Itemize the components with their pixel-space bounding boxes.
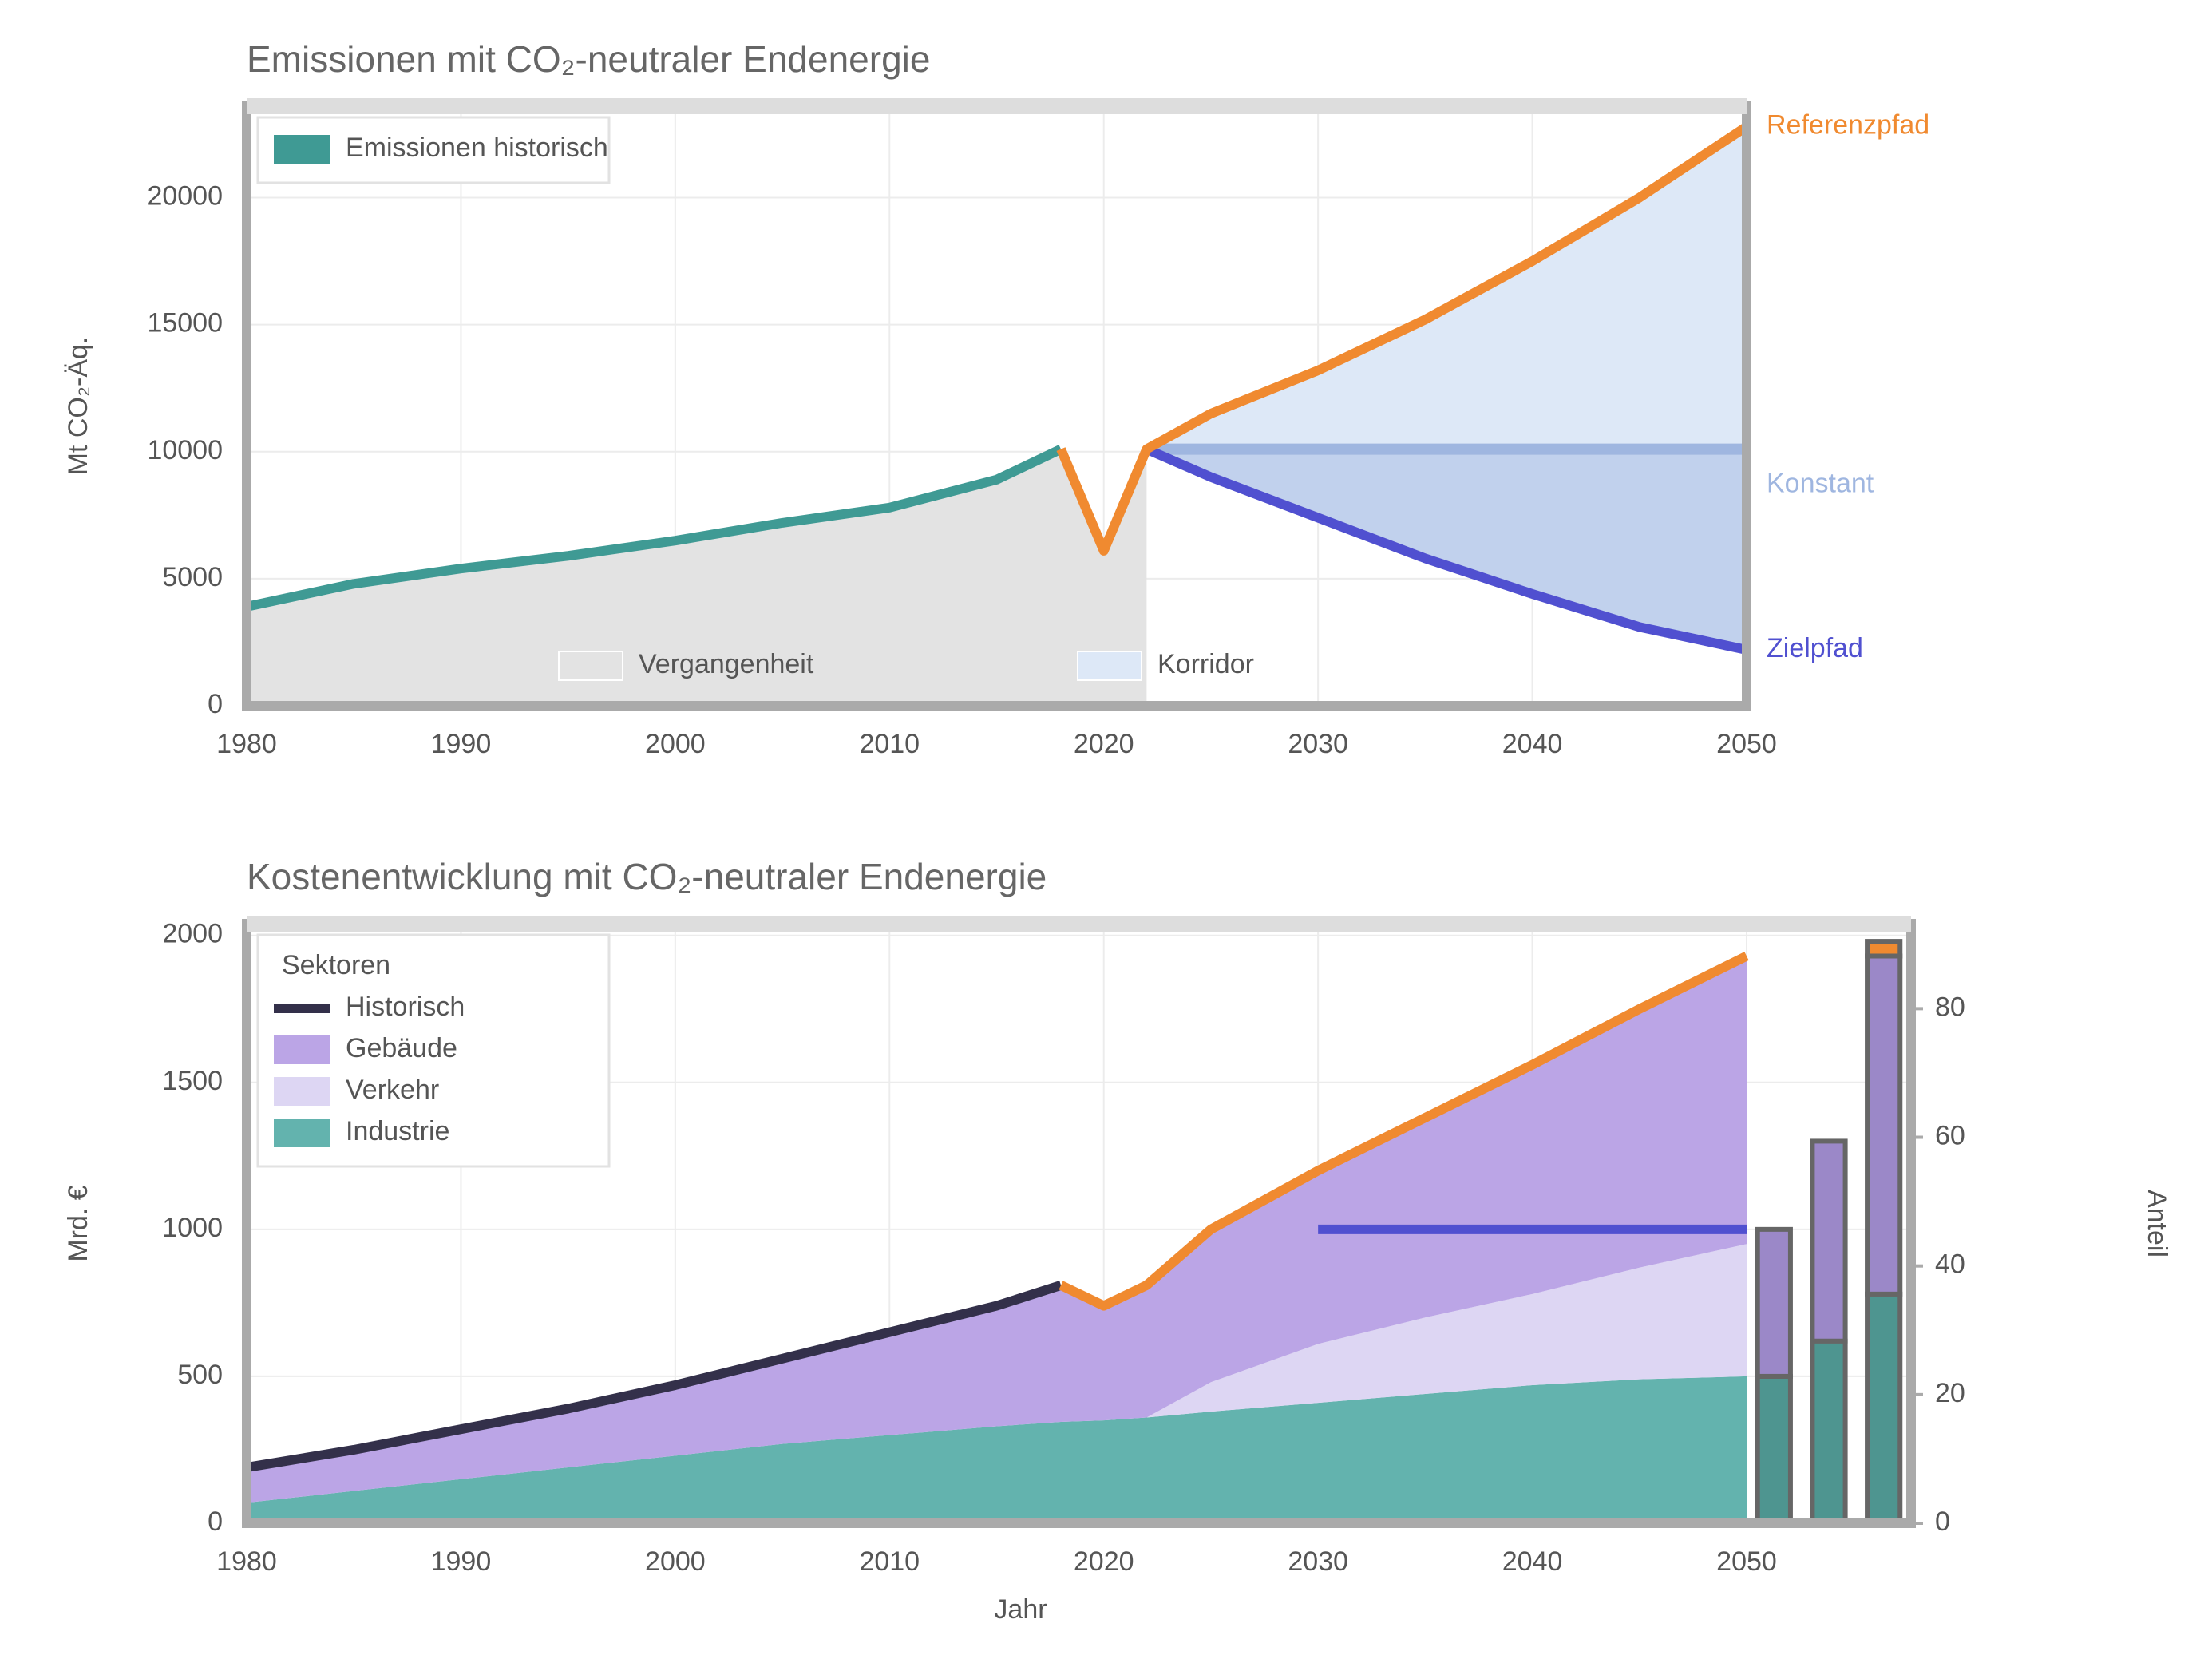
x-tick-label: 2040: [1502, 1546, 1563, 1577]
legend-label: Korridor: [1157, 649, 1254, 679]
y-tick-label: 10000: [147, 435, 223, 465]
x-tick-label: 2020: [1074, 1546, 1134, 1577]
bar: [1865, 939, 1903, 959]
bar: [1865, 953, 1903, 1297]
y-tick-label: 0: [208, 1507, 223, 1537]
legend-swatch: [274, 1119, 330, 1147]
legend-label: Historisch: [346, 992, 465, 1022]
y-tick-label: 2000: [162, 919, 223, 949]
y-tick-label: 500: [177, 1360, 223, 1390]
x-tick-label: 1990: [431, 729, 492, 759]
legend-swatch: [558, 651, 623, 681]
legend-title: Sektoren: [282, 950, 390, 980]
line-end-label: Konstant: [1767, 469, 1874, 499]
bar: [1755, 1226, 1793, 1379]
band-area: [1146, 449, 1747, 650]
line: [246, 1281, 1062, 1472]
bar: [1755, 1373, 1793, 1526]
x-axis-label: Jahr: [994, 1594, 1047, 1625]
y-tick-label: 1500: [162, 1066, 223, 1096]
stacked-area: [247, 1376, 1747, 1523]
line: [1056, 122, 1750, 556]
y2-tick-label: 20: [1935, 1378, 1965, 1408]
bar: [1810, 1138, 1848, 1344]
y2-tick-label: 40: [1935, 1249, 1965, 1280]
x-tick-label: 2030: [1288, 1546, 1348, 1577]
stacked-area: [247, 1244, 1747, 1503]
y-tick-label: 0: [208, 689, 223, 719]
y2-tick-label: 0: [1935, 1507, 1950, 1537]
y2-tick-label: 60: [1935, 1121, 1965, 1151]
y-axis-label: Mrd. €: [63, 1185, 93, 1261]
x-tick-label: 2000: [645, 1546, 706, 1577]
x-tick-label: 2010: [859, 1546, 920, 1577]
x-tick-label: 1980: [216, 729, 277, 759]
x-tick-label: 2050: [1716, 729, 1777, 759]
x-tick-label: 2020: [1074, 729, 1134, 759]
legend-swatch: [274, 1035, 330, 1064]
legend-label: Emissionen historisch: [346, 133, 608, 163]
y2-tick-label: 80: [1935, 992, 1965, 1022]
x-tick-label: 2000: [645, 729, 706, 759]
legend-swatch: [274, 1077, 330, 1106]
legend-swatch: [1077, 651, 1142, 681]
line: [1059, 952, 1749, 1311]
legend-label: Verkehr: [346, 1075, 439, 1105]
x-tick-label: 1980: [216, 1546, 277, 1577]
legend-swatch: [274, 135, 330, 164]
line-end-label: Referenzpfad: [1767, 109, 1929, 140]
x-tick-label: 1990: [431, 1546, 492, 1577]
y2-axis-label: Anteil: [2142, 1190, 2172, 1257]
band-area: [247, 449, 1147, 706]
x-tick-label: 2050: [1716, 1546, 1777, 1577]
bar: [1810, 1338, 1848, 1526]
chart-title: Kostenentwicklung mit CO₂-neutraler Ende…: [247, 856, 1047, 897]
bar: [1865, 1291, 1903, 1526]
line: [245, 445, 1063, 612]
legend-label: Industrie: [346, 1116, 449, 1146]
x-tick-label: 2030: [1288, 729, 1348, 759]
y-tick-label: 20000: [147, 181, 223, 212]
y-tick-label: 1000: [162, 1213, 223, 1243]
band-area: [1146, 126, 1747, 650]
legend-label: Gebäude: [346, 1033, 457, 1063]
y-tick-label: 15000: [147, 308, 223, 339]
x-tick-label: 2040: [1502, 729, 1563, 759]
chart-title: Emissionen mit CO₂-neutraler Endenergie: [247, 38, 930, 80]
line: [1145, 445, 1748, 655]
line-end-label: Zielpfad: [1767, 633, 1863, 663]
x-tick-label: 2010: [859, 729, 920, 759]
y-tick-label: 5000: [162, 562, 223, 592]
y-axis-label: Mt CO₂-Äq.: [63, 337, 93, 476]
legend-label: Vergangenheit: [639, 649, 814, 679]
